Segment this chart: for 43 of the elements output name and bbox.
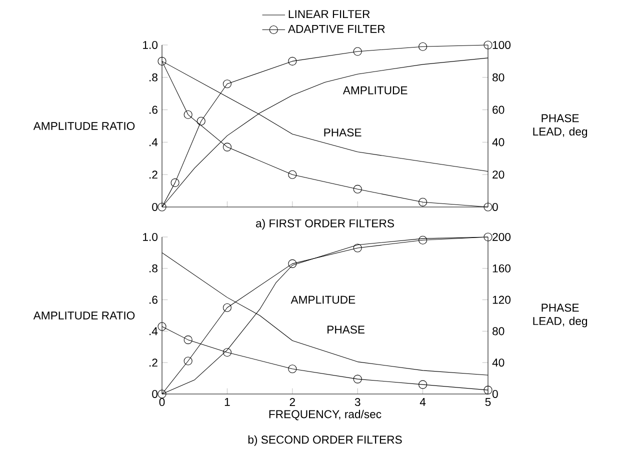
y2-tick-label: 80 bbox=[492, 73, 504, 82]
annotation: PHASE bbox=[328, 326, 365, 334]
y-tick-label: .8 bbox=[150, 73, 158, 82]
y-axis-title: AMPLITUDE RATIO bbox=[33, 122, 135, 130]
x-tick-label: 3 bbox=[354, 398, 360, 406]
y2-tick-label: 160 bbox=[492, 264, 511, 272]
x-tick-label: 0 bbox=[159, 398, 165, 406]
text: a) FIRST ORDER FILTERS bbox=[256, 219, 394, 230]
y-tick-label: 1.0 bbox=[143, 232, 158, 241]
legend-label: LINEAR FILTER bbox=[288, 10, 370, 18]
y-tick-label: 0 bbox=[152, 390, 158, 398]
legend-label: ADAPTIVE FILTER bbox=[288, 25, 385, 33]
y2-tick-label: 20 bbox=[492, 170, 504, 179]
y2-tick-label: 0 bbox=[492, 202, 498, 211]
y2-tick-label: 40 bbox=[492, 138, 504, 146]
y2-tick-label: 100 bbox=[492, 40, 511, 49]
x-tick-label: 2 bbox=[290, 398, 295, 406]
x-tick-label: 1 bbox=[224, 398, 230, 406]
annotation: AMPLITUDE bbox=[342, 86, 408, 94]
y2-tick-label: 60 bbox=[492, 106, 504, 114]
y-tick-label: 1.0 bbox=[143, 40, 158, 49]
y-tick-label: .8 bbox=[150, 264, 158, 272]
y-tick-label: 0 bbox=[152, 202, 158, 211]
y2-tick-label: 200 bbox=[492, 232, 511, 241]
y-tick-label: .4 bbox=[150, 327, 158, 336]
y2-axis-title: PHASE LEAD, deg bbox=[533, 114, 588, 138]
y2-tick-label: 120 bbox=[492, 296, 511, 304]
y2-tick-label: 80 bbox=[492, 327, 504, 336]
y2-axis-title: PHASE LEAD, deg bbox=[533, 304, 588, 328]
x-tick-label: 4 bbox=[420, 398, 426, 406]
y2-tick-label: 0 bbox=[492, 390, 498, 398]
x-axis-title: FREQUENCY, rad/sec bbox=[269, 410, 382, 420]
y-tick-label: .4 bbox=[150, 138, 158, 146]
y2-tick-label: 40 bbox=[492, 358, 504, 367]
annotation: AMPLITUDE bbox=[290, 296, 356, 304]
y-tick-label: .2 bbox=[150, 170, 158, 179]
y-axis-title: AMPLITUDE RATIO bbox=[33, 311, 135, 320]
text: b) SECOND ORDER FILTERS bbox=[248, 435, 402, 446]
y-tick-label: .6 bbox=[150, 296, 158, 304]
x-tick-label: 5 bbox=[485, 398, 491, 406]
y-tick-label: .2 bbox=[150, 358, 158, 367]
annotation: PHASE bbox=[324, 128, 362, 136]
y-tick-label: .6 bbox=[150, 106, 158, 114]
